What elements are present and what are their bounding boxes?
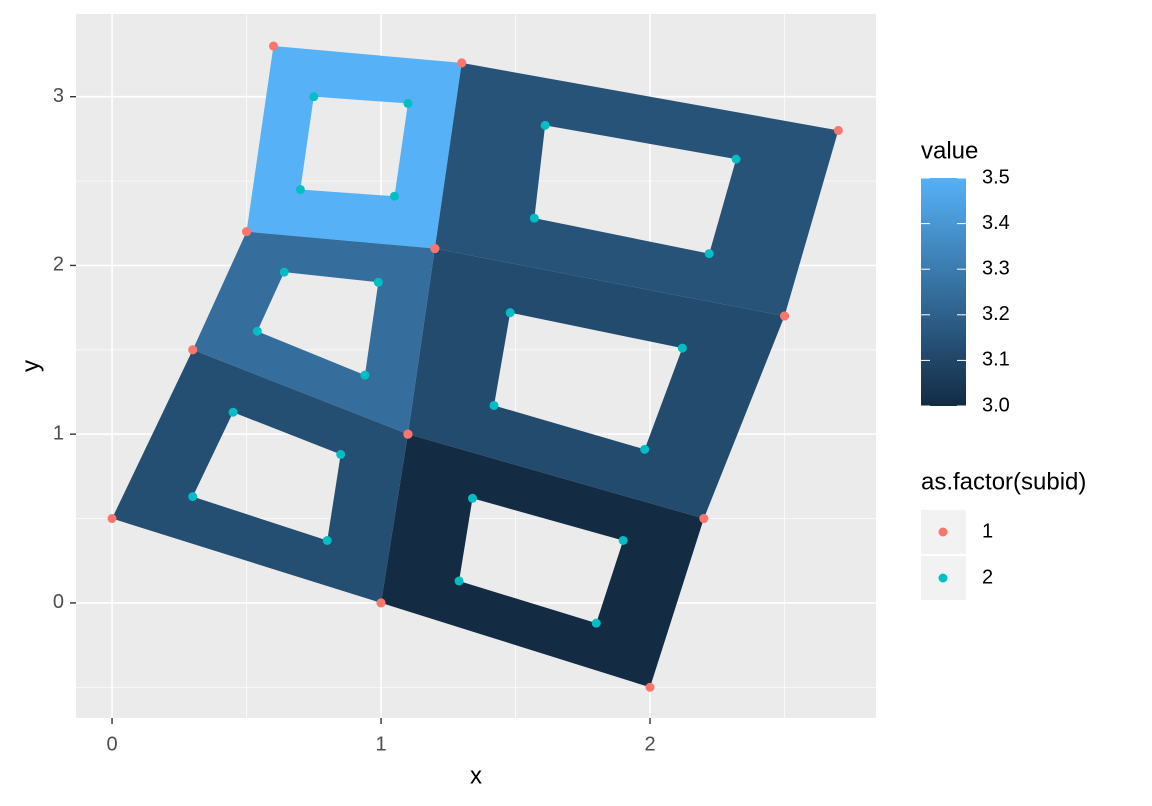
point bbox=[389, 191, 399, 201]
y-tick-label: 3 bbox=[53, 85, 64, 107]
axes: 0 1 2 0 1 2 3 bbox=[53, 85, 656, 755]
y-axis-title: y bbox=[17, 360, 44, 372]
polygon bbox=[192, 231, 435, 435]
point bbox=[430, 244, 440, 254]
polygons bbox=[112, 46, 839, 688]
legend-title: value bbox=[921, 137, 978, 164]
polygon bbox=[112, 349, 408, 603]
colorbar-label: 3.5 bbox=[982, 166, 1010, 188]
point bbox=[295, 184, 305, 194]
colorbar-label: 3.3 bbox=[982, 257, 1010, 279]
legend-label: 2 bbox=[982, 566, 993, 588]
point bbox=[468, 493, 478, 503]
x-tick-label: 2 bbox=[644, 733, 655, 755]
points bbox=[107, 41, 843, 692]
x-axis-title: x bbox=[470, 762, 482, 789]
point bbox=[336, 449, 346, 459]
point bbox=[505, 308, 515, 318]
point bbox=[457, 58, 467, 68]
point bbox=[268, 41, 278, 51]
colorbar-label: 3.4 bbox=[982, 212, 1010, 234]
point bbox=[833, 125, 843, 135]
point bbox=[529, 213, 539, 223]
point bbox=[107, 514, 117, 524]
legend-title: as.factor(subid) bbox=[921, 468, 1086, 495]
colorbar bbox=[921, 178, 966, 406]
y-tick-label: 0 bbox=[53, 591, 64, 613]
point bbox=[403, 429, 413, 439]
point bbox=[242, 227, 252, 237]
point bbox=[731, 154, 741, 164]
colorbar-label: 3.1 bbox=[982, 349, 1010, 371]
x-tick-label: 0 bbox=[106, 733, 117, 755]
point bbox=[360, 370, 370, 380]
legend-label: 1 bbox=[982, 520, 993, 542]
point bbox=[454, 576, 464, 586]
point bbox=[704, 249, 714, 259]
point bbox=[640, 444, 650, 454]
polygon bbox=[381, 434, 704, 688]
point bbox=[403, 98, 413, 108]
polygon bbox=[434, 62, 839, 317]
point bbox=[188, 345, 198, 355]
y-tick-label: 1 bbox=[53, 422, 64, 444]
point bbox=[309, 92, 319, 102]
point bbox=[279, 267, 289, 277]
legend-point bbox=[938, 527, 948, 537]
point bbox=[376, 598, 386, 608]
point bbox=[228, 407, 238, 417]
polygon bbox=[246, 46, 462, 249]
colorbar-label: 3.0 bbox=[982, 394, 1010, 416]
polygon bbox=[407, 248, 785, 519]
point bbox=[322, 535, 332, 545]
colorbar-label: 3.2 bbox=[982, 303, 1010, 325]
point bbox=[677, 343, 687, 353]
legend: 3.0 3.1 3.2 3.3 3.4 3.5 1 2 bbox=[921, 166, 1010, 600]
point bbox=[699, 514, 709, 524]
point bbox=[591, 618, 601, 628]
point bbox=[252, 326, 262, 336]
point bbox=[188, 492, 198, 502]
point bbox=[645, 682, 655, 692]
point bbox=[540, 120, 550, 130]
point bbox=[489, 400, 499, 410]
y-tick-label: 2 bbox=[53, 254, 64, 276]
x-tick-label: 1 bbox=[375, 733, 386, 755]
legend-point bbox=[938, 573, 948, 583]
point bbox=[780, 311, 790, 321]
point bbox=[618, 535, 628, 545]
point bbox=[373, 277, 383, 287]
